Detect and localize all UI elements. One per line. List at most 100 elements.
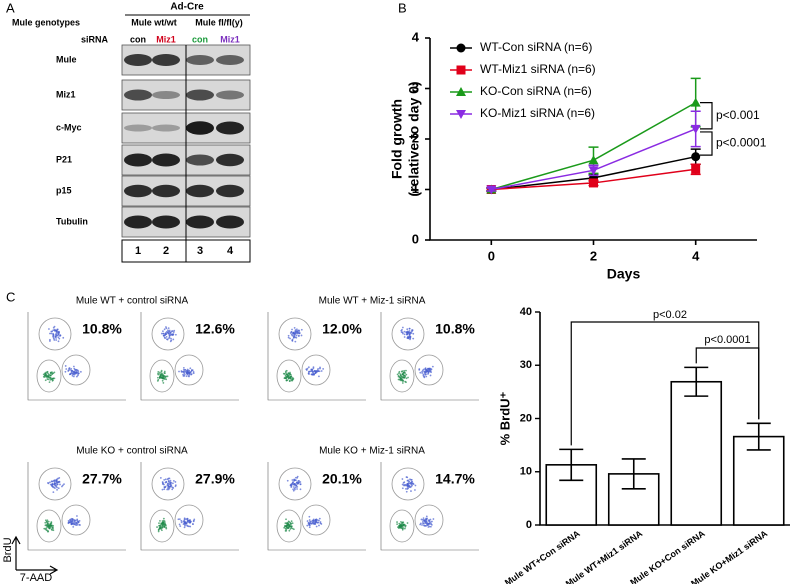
flow-dot	[412, 482, 414, 485]
flow-dot	[410, 490, 412, 492]
flow-dot	[406, 328, 409, 331]
flow-dot	[52, 379, 54, 382]
flow-dot	[50, 378, 53, 381]
flow-dot	[286, 479, 289, 482]
flow-dot	[287, 523, 290, 525]
protein-label: Tubulin	[56, 216, 88, 226]
flow-dot	[426, 522, 429, 525]
flow-dot	[167, 484, 170, 487]
flow-dot	[308, 519, 311, 521]
flow-dot	[44, 524, 47, 527]
flow-y-label: BrdU	[2, 537, 14, 562]
flow-dot	[170, 337, 172, 340]
flow-dot	[164, 478, 167, 481]
flow-dot	[50, 484, 53, 487]
flow-dot	[161, 379, 164, 382]
flow-dot	[396, 373, 399, 376]
y-tick-label: 0	[526, 519, 532, 531]
flow-dot	[53, 339, 56, 341]
marker	[456, 43, 466, 53]
flow-dot	[165, 327, 168, 330]
flow-dot	[298, 330, 301, 332]
flow-axes	[267, 312, 366, 401]
y-tick-label: 2	[412, 130, 419, 145]
flow-dot	[421, 520, 424, 523]
flow-dot	[300, 328, 303, 331]
flow-dot	[405, 373, 408, 376]
flow-dot	[425, 375, 428, 378]
flow-dot	[316, 369, 319, 372]
flow-dot	[424, 520, 427, 523]
flow-dot	[184, 369, 187, 371]
flow-dot	[406, 486, 409, 488]
flow-dot	[292, 335, 295, 338]
flow-dot	[158, 524, 160, 527]
flow-dot	[190, 373, 193, 375]
flow-dot	[419, 371, 422, 374]
flow-dot	[61, 484, 64, 487]
flow-dot	[47, 524, 50, 527]
flow-dot	[167, 482, 169, 485]
flow-dot	[189, 367, 192, 370]
flow-dot	[403, 527, 406, 530]
flow-dot	[46, 519, 49, 522]
flow-dot	[405, 381, 407, 384]
flow-dot	[165, 526, 168, 529]
gate	[414, 354, 444, 386]
flow-dot	[422, 517, 425, 520]
flow-dot	[397, 378, 400, 381]
flow-dot	[289, 337, 291, 340]
flow-dot	[169, 479, 172, 482]
gate	[174, 504, 204, 536]
flow-dot	[183, 526, 186, 529]
flow-dot	[312, 372, 315, 375]
flow-dot	[71, 518, 74, 520]
flow-dot	[404, 524, 407, 527]
flow-dot	[288, 529, 291, 532]
flow-dot	[408, 327, 411, 330]
flow-dot	[192, 372, 195, 375]
flow-title: Mule KO + control siRNA	[76, 446, 188, 457]
flow-dot	[50, 330, 53, 333]
flow-dot	[429, 374, 432, 377]
flow-dot	[186, 373, 189, 376]
flow-dot	[55, 332, 58, 334]
flow-dot	[49, 340, 51, 342]
flow-dot	[188, 372, 191, 375]
brdu-percent: 12.6%	[195, 321, 235, 337]
p-value: p<0.02	[653, 309, 687, 321]
flow-dot	[294, 488, 296, 491]
flow-dot	[178, 518, 181, 521]
p-value: p<0.001	[716, 108, 760, 122]
brdu-percent: 10.8%	[82, 321, 122, 337]
flow-dot	[183, 371, 185, 374]
flow-dot	[180, 519, 183, 522]
flow-dot	[65, 368, 68, 370]
flow-dot	[43, 374, 46, 377]
flow-dot	[160, 529, 163, 532]
flow-dot	[188, 370, 191, 372]
flow-dot	[52, 529, 55, 532]
y-tick-label: 4	[412, 29, 420, 44]
flow-dot	[308, 370, 311, 373]
flow-dot	[401, 527, 404, 530]
gate	[36, 509, 62, 543]
flow-dot	[165, 331, 168, 333]
panel-label: B	[398, 0, 407, 15]
protein-label: P21	[56, 154, 72, 164]
flow-dot	[403, 330, 406, 333]
flow-dot	[187, 525, 190, 528]
flow-dot	[161, 488, 164, 491]
flow-dot	[168, 329, 171, 332]
flow-dot	[291, 479, 294, 481]
flow-dot	[161, 481, 164, 484]
gate	[61, 504, 91, 536]
flow-dot	[429, 523, 431, 525]
flow-dot	[320, 370, 323, 372]
x-tick-label: 0	[488, 248, 495, 263]
flow-dot	[431, 365, 434, 368]
flow-dot	[287, 374, 289, 377]
flow-dot	[44, 521, 47, 524]
blot-band	[216, 90, 244, 100]
